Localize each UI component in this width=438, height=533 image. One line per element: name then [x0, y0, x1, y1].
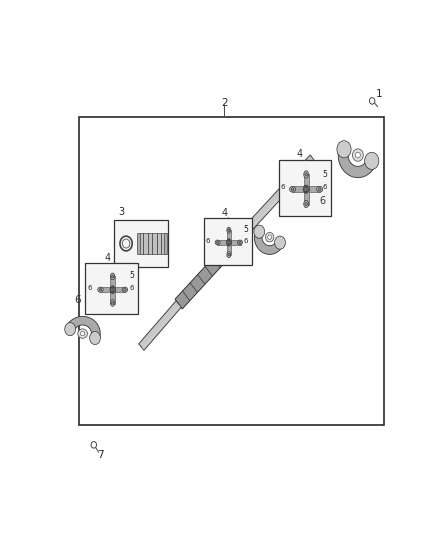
Ellipse shape [216, 241, 219, 244]
Ellipse shape [111, 291, 114, 294]
Circle shape [110, 286, 115, 293]
Ellipse shape [215, 240, 220, 245]
Circle shape [65, 322, 76, 336]
Polygon shape [244, 155, 315, 233]
Text: 7: 7 [97, 450, 104, 460]
Ellipse shape [291, 188, 294, 191]
Bar [85, 263, 138, 314]
Text: 6: 6 [323, 184, 327, 190]
Bar [292, 186, 321, 192]
Text: 3: 3 [119, 207, 125, 216]
Ellipse shape [124, 288, 126, 291]
Circle shape [226, 239, 231, 245]
Ellipse shape [268, 235, 272, 239]
Text: 6: 6 [320, 197, 326, 206]
Text: 6: 6 [74, 295, 81, 304]
Polygon shape [254, 230, 283, 254]
Ellipse shape [305, 203, 307, 206]
Circle shape [303, 185, 309, 193]
Circle shape [365, 152, 379, 169]
Ellipse shape [227, 252, 231, 257]
Ellipse shape [227, 227, 231, 233]
Ellipse shape [318, 188, 321, 191]
Ellipse shape [228, 229, 230, 231]
Text: 5: 5 [129, 271, 134, 280]
Bar [164, 233, 167, 254]
Ellipse shape [239, 241, 241, 244]
Bar [114, 220, 169, 267]
Bar [100, 287, 126, 292]
Ellipse shape [317, 187, 323, 192]
Ellipse shape [265, 232, 274, 242]
Text: 6: 6 [129, 285, 134, 290]
Ellipse shape [110, 300, 115, 306]
Text: 6: 6 [87, 285, 92, 290]
Text: 6: 6 [244, 238, 248, 244]
Ellipse shape [227, 239, 230, 241]
Ellipse shape [78, 329, 88, 338]
Bar [78, 117, 384, 425]
Bar [204, 218, 251, 265]
Ellipse shape [112, 275, 114, 278]
Ellipse shape [305, 185, 307, 188]
Ellipse shape [237, 240, 243, 245]
Ellipse shape [98, 287, 103, 292]
Polygon shape [175, 225, 250, 309]
Text: 5: 5 [244, 225, 248, 234]
Text: 5: 5 [323, 169, 328, 179]
Polygon shape [139, 301, 181, 350]
Polygon shape [66, 317, 100, 340]
Bar [227, 230, 231, 255]
Text: 6: 6 [281, 184, 285, 190]
Ellipse shape [290, 187, 296, 192]
Bar [217, 240, 240, 245]
Ellipse shape [304, 200, 308, 208]
Text: 4: 4 [296, 149, 302, 159]
Text: 4: 4 [222, 207, 227, 217]
Ellipse shape [122, 287, 127, 292]
Text: 6: 6 [206, 238, 210, 244]
Ellipse shape [99, 288, 102, 291]
Circle shape [275, 236, 286, 249]
Text: 1: 1 [376, 88, 382, 99]
Bar [138, 233, 166, 254]
Circle shape [254, 225, 265, 238]
Circle shape [337, 141, 351, 158]
Ellipse shape [305, 173, 307, 176]
Ellipse shape [81, 332, 85, 336]
Ellipse shape [304, 171, 308, 178]
Text: 4: 4 [104, 253, 110, 263]
Ellipse shape [228, 253, 230, 256]
Ellipse shape [355, 152, 360, 158]
Ellipse shape [305, 191, 307, 193]
Text: 2: 2 [221, 98, 228, 108]
Bar [137, 233, 140, 254]
Bar [304, 174, 309, 205]
Bar [110, 276, 115, 304]
Ellipse shape [353, 149, 363, 161]
Bar [279, 160, 332, 216]
Polygon shape [338, 147, 376, 177]
Ellipse shape [227, 244, 230, 246]
Circle shape [90, 332, 100, 344]
Ellipse shape [110, 273, 115, 280]
Ellipse shape [111, 286, 114, 288]
Ellipse shape [112, 302, 114, 304]
